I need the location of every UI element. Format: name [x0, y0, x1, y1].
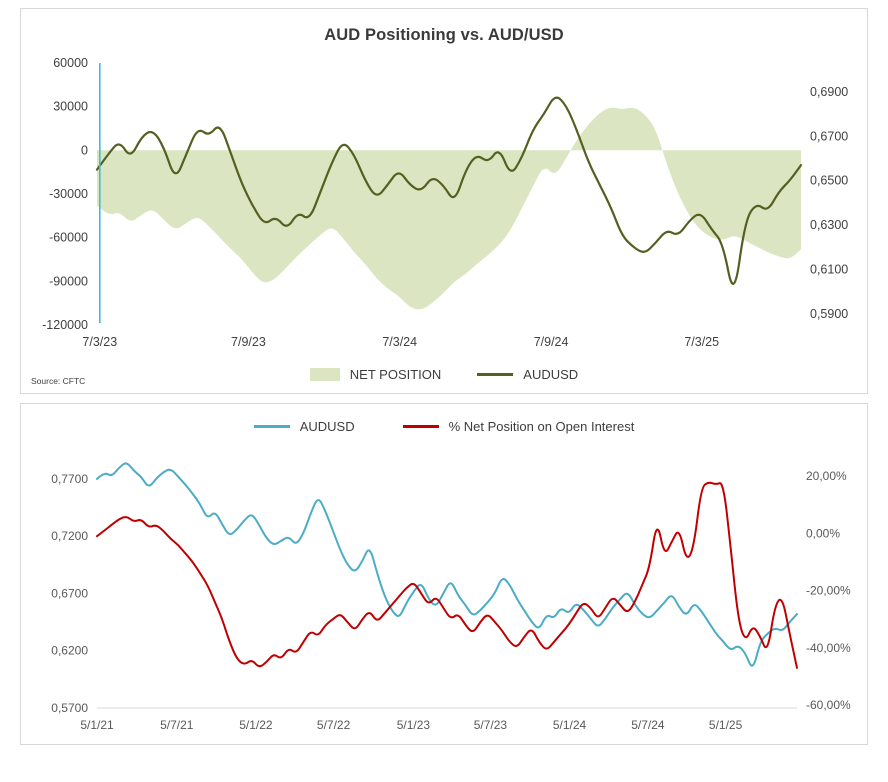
legend-item-audusd-bottom: AUDUSD	[253, 418, 355, 434]
x-axis-tick-label: 5/1/21	[80, 718, 114, 732]
x-axis-tick-label: 5/7/22	[317, 718, 351, 732]
x-axis-tick-label: 5/1/24	[553, 718, 587, 732]
x-axis-tick-label: 7/3/24	[382, 335, 417, 349]
audusd-legend-label: AUDUSD	[523, 366, 579, 382]
right-axis-tick-label: -60,00%	[806, 698, 851, 712]
x-axis-tick-label: 5/7/24	[631, 718, 665, 732]
left-axis-tick-label: -90000	[49, 274, 88, 288]
legend-item-net-position: NET POSITION	[309, 366, 442, 382]
audusd-bottom-legend-label: AUDUSD	[299, 418, 355, 434]
net-position-area-series	[97, 107, 801, 310]
left-axis-tick-label: -120000	[42, 318, 88, 332]
net-position-area-swatch	[309, 367, 340, 381]
net-position-pct-line-swatch	[402, 424, 439, 428]
audusd-vs-net-position-pct-svg: 0,7700 0,7200 0,6700 0,6200 0,5700 20,00% 0,00…	[51, 462, 851, 732]
audusd-teal-line-swatch	[253, 424, 290, 428]
left-axis-tick-label: -60000	[49, 231, 88, 245]
aud-positioning-vs-audusd-svg: 60000 30000 0 -30000 -60000 -90000 -120000 0,69…	[42, 56, 848, 349]
x-axis-tick-label: 5/1/23	[397, 718, 431, 732]
x-axis-tick-label: 5/7/21	[160, 718, 194, 732]
audusd-line-series	[96, 462, 798, 667]
x-axis-tick-label: 7/3/25	[684, 335, 719, 349]
right-axis-tick-label: 0,5900	[810, 307, 848, 321]
right-axis-tick-label: 0,6300	[810, 218, 848, 232]
bottom-chart-legend: AUDUSD % Net Position on Open Interest	[21, 404, 867, 448]
right-axis-tick-label: 20,00%	[806, 469, 847, 483]
audusd-line-swatch	[477, 372, 514, 376]
left-axis-tick-label: 0,5700	[51, 701, 88, 715]
right-axis-tick-label: -40,00%	[806, 641, 851, 655]
left-axis-tick-label: 0,6200	[51, 644, 88, 658]
net-position-legend-label: NET POSITION	[349, 366, 442, 382]
left-axis-tick-label: 30000	[53, 100, 88, 114]
x-axis-tick-label: 7/9/23	[231, 335, 266, 349]
net-position-on-open-interest-line-series	[96, 481, 798, 669]
x-axis-tick-label: 7/9/24	[534, 335, 569, 349]
bottom-chart-canvas: 0,7700 0,7200 0,6700 0,6200 0,5700 20,00% 0,00…	[21, 448, 867, 740]
net-position-pct-legend-label: % Net Position on Open Interest	[448, 418, 635, 434]
right-axis-tick-label: 0,6100	[810, 262, 848, 276]
left-axis-tick-label: 0	[81, 143, 88, 157]
x-axis-tick-label: 5/1/22	[239, 718, 273, 732]
x-axis-tick-label: 7/3/23	[82, 335, 117, 349]
x-axis-tick-label: 5/1/25	[709, 718, 743, 732]
top-chart-panel: AUD Positioning vs. AUD/USD 60000 30000 0 -…	[20, 8, 868, 394]
x-axis-tick-label: 5/7/23	[474, 718, 508, 732]
report-page: AUD Positioning vs. AUD/USD 60000 30000 0 -…	[20, 8, 868, 745]
left-axis-tick-label: 0,7700	[51, 472, 88, 486]
right-axis-tick-label: 0,6500	[810, 174, 848, 188]
bottom-chart-panel: AUDUSD % Net Position on Open Interest 0…	[20, 403, 868, 745]
top-chart-legend: NET POSITION AUDUSD	[21, 355, 867, 393]
right-axis-tick-label: 0,6900	[810, 85, 848, 99]
right-axis-tick-label: 0,00%	[806, 526, 840, 540]
left-axis-tick-label: 0,6700	[51, 586, 88, 600]
top-chart-canvas: 60000 30000 0 -30000 -60000 -90000 -120000 0,69…	[21, 55, 867, 355]
legend-item-audusd-top: AUDUSD	[477, 367, 578, 382]
right-axis-tick-label: -20,00%	[806, 584, 851, 598]
legend-item-net-position-pct: % Net Position on Open Interest	[402, 418, 635, 434]
left-axis-tick-label: 60000	[53, 56, 88, 70]
left-axis-tick-label: -30000	[49, 187, 88, 201]
source-note: Source: CFTC	[31, 376, 86, 386]
left-axis-tick-label: 0,7200	[51, 529, 88, 543]
audusd-line-series	[95, 96, 803, 285]
page-title: AUD Positioning vs. AUD/USD	[324, 26, 564, 44]
right-axis-tick-label: 0,6700	[810, 129, 848, 143]
